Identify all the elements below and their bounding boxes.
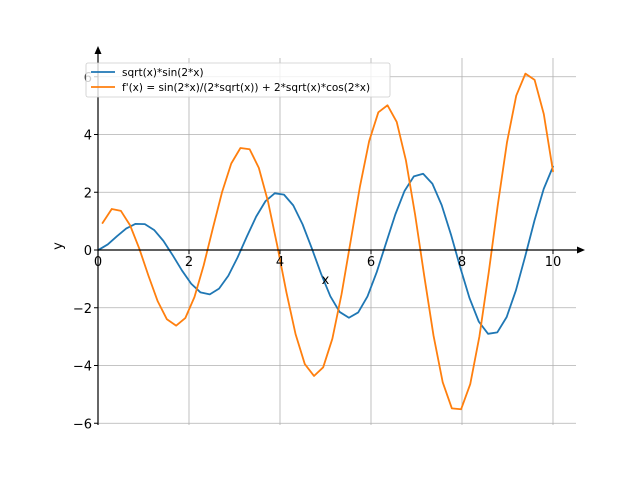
legend-label-derivative: f'(x) = sin(2*x)/(2*sqrt(x)) + 2*sqrt(x)… (122, 82, 370, 94)
series-line-derivative (101, 72, 554, 411)
y-tick-label--4: −4 (73, 360, 92, 375)
series-group (97, 72, 554, 411)
y-axis-arrow (94, 46, 102, 54)
y-tick-label-0: 0 (84, 244, 92, 259)
grid (98, 58, 576, 425)
y-tick-label--6: −6 (73, 417, 92, 432)
legend: sqrt(x)*sin(2*x) f'(x) = sin(2*x)/(2*sqr… (85, 62, 391, 98)
y-tick-label--2: −2 (73, 302, 92, 317)
legend-frame (85, 62, 391, 98)
x-axis-title: x (322, 273, 330, 288)
axes (94, 46, 585, 425)
x-tick-label-8: 8 (458, 255, 466, 270)
y-axis-title: y (51, 242, 66, 250)
x-tick-label-6: 6 (367, 255, 375, 270)
series-line-sqrt-sin (97, 165, 554, 335)
x-tick-label-10: 10 (545, 255, 562, 270)
x-tick-label-0: 0 (94, 255, 102, 270)
y-tick-label-4: 4 (84, 129, 92, 144)
x-tick-label-4: 4 (276, 255, 284, 270)
x-tick-label-2: 2 (185, 255, 193, 270)
legend-label-sqrt-sin: sqrt(x)*sin(2*x) (122, 67, 204, 79)
y-tick-label-2: 2 (84, 186, 92, 201)
x-axis-arrow (577, 246, 585, 254)
